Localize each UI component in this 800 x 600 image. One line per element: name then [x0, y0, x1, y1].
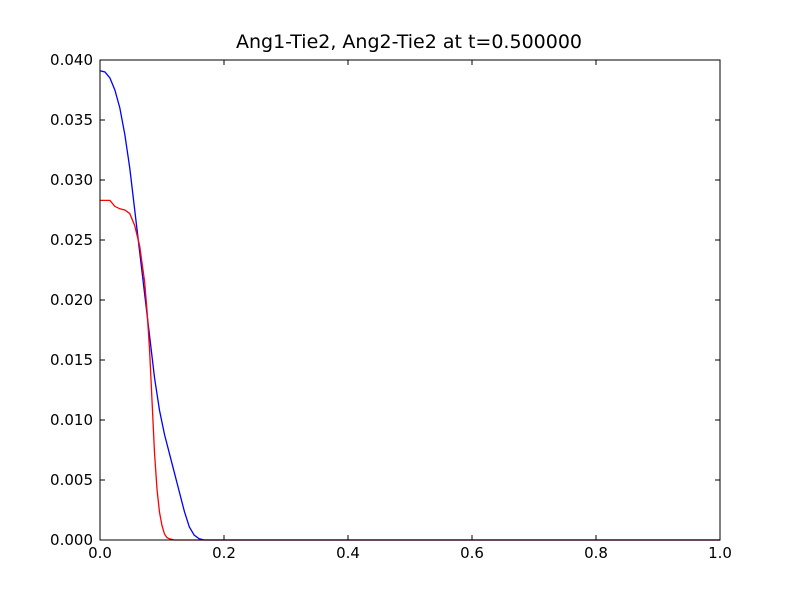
y-tick-label: 0.020 — [50, 291, 93, 309]
x-tick-label: 0.6 — [460, 544, 484, 562]
tick-layer: 0.0 0.2 0.4 0.6 0.8 1.0 0.000 0.005 0.010 0.015 0.… — [50, 51, 732, 562]
x-tick-label: 0.8 — [584, 544, 608, 562]
plot-frame — [99, 59, 721, 541]
x-tick-label: 0.4 — [336, 544, 360, 562]
y-tick-label: 0.025 — [50, 231, 93, 249]
x-tick-label: 0.0 — [88, 544, 112, 562]
chart-title: Ang1-Tie2, Ang2-Tie2 at t=0.500000 — [236, 31, 582, 53]
x-tick-label: 1.0 — [708, 544, 732, 562]
x-tick-label: 0.2 — [212, 544, 236, 562]
y-tick-label: 0.040 — [50, 51, 93, 69]
y-tick-label: 0.015 — [50, 351, 93, 369]
y-tick-label: 0.030 — [50, 171, 93, 189]
y-tick-label: 0.010 — [50, 411, 93, 429]
y-tick-label: 0.035 — [50, 111, 93, 129]
y-tick-label: 0.005 — [50, 471, 93, 489]
y-tick-label: 0.000 — [50, 531, 93, 549]
